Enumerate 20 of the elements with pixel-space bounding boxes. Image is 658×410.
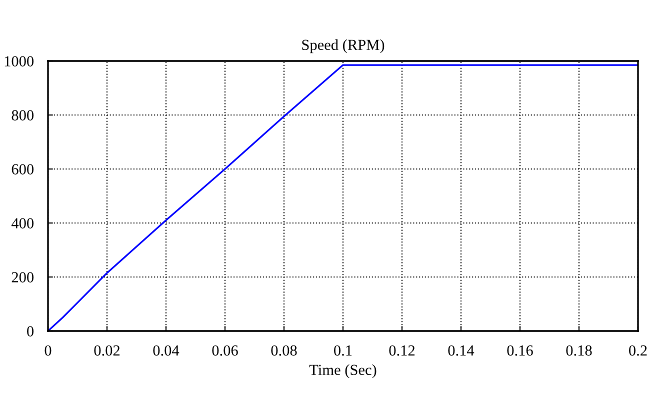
x-tick-label: 0.2 xyxy=(629,345,647,356)
x-tick-label: 0.02 xyxy=(94,345,120,356)
x-tick-label: 0.16 xyxy=(507,345,533,356)
x-tick-label: 0.14 xyxy=(448,345,474,356)
x-tick-label: 0.1 xyxy=(334,345,352,356)
x-axis-title: Time (Sec) xyxy=(309,364,376,378)
y-tick-label: 1000 xyxy=(4,56,34,66)
x-tick-label: 0.04 xyxy=(153,345,180,356)
y-tick-label: 800 xyxy=(12,110,34,120)
chart-title: Speed (RPM) xyxy=(302,39,384,54)
x-tick-label: 0.12 xyxy=(389,345,415,356)
x-tick-label: 0 xyxy=(44,345,52,356)
y-tick-label: 0 xyxy=(27,326,34,336)
y-tick-label: 600 xyxy=(12,164,34,174)
x-tick-label: 0.06 xyxy=(212,345,238,356)
x-tick-label: 0.18 xyxy=(566,345,592,356)
y-tick-label: 200 xyxy=(12,272,34,282)
x-tick-label: 0.08 xyxy=(271,345,297,356)
y-tick-label: 400 xyxy=(11,218,34,228)
line-series xyxy=(48,64,638,331)
